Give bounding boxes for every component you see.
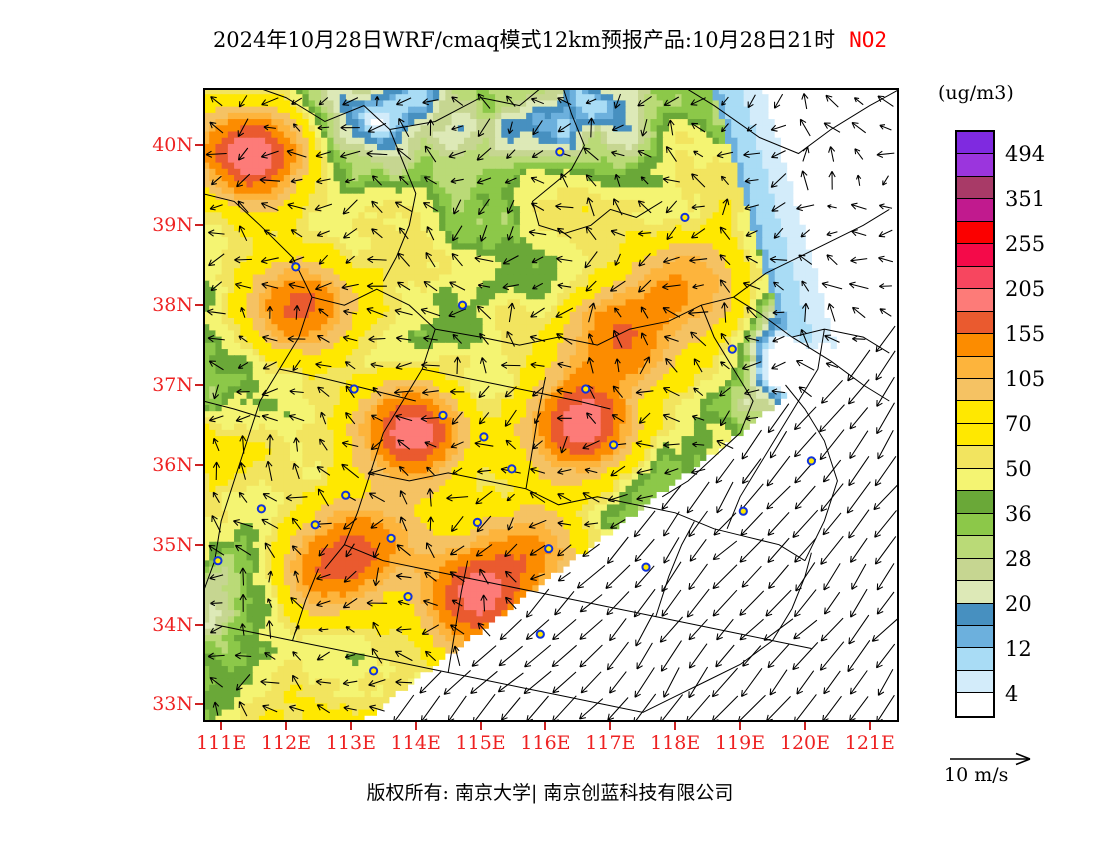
species-label: NO2 <box>849 28 888 52</box>
colorbar-tick-label: 50 <box>1005 456 1032 481</box>
y-axis-tick-mark <box>195 703 203 706</box>
colorbar-cell <box>957 221 993 245</box>
title-text: 2024年10月28日WRF/cmaq模式12km预报产品:10月28日21时 <box>212 28 836 52</box>
colorbar-cell <box>957 244 993 267</box>
y-axis-tick-mark <box>195 543 203 546</box>
y-axis-tick-label: 33N <box>152 693 193 716</box>
colorbar-cell <box>957 603 993 626</box>
x-axis-tick-label: 111E <box>196 732 247 754</box>
colorbar-cell <box>957 468 993 492</box>
y-axis-tick-label: 37N <box>152 374 193 397</box>
colorbar-cell <box>957 581 993 604</box>
y-axis-tick-label: 35N <box>152 533 193 556</box>
y-axis-tick-label: 36N <box>152 453 193 476</box>
x-axis-tick-label: 112E <box>260 732 312 754</box>
concentration-field <box>203 88 899 722</box>
x-axis-tick-label: 115E <box>455 732 506 754</box>
x-axis-tick-label: 113E <box>325 732 376 754</box>
colorbar-cell <box>957 491 993 514</box>
map-plot-area <box>203 88 899 722</box>
colorbar-cell <box>957 289 993 312</box>
colorbar-tick-label: 28 <box>1005 546 1032 571</box>
colorbar-tick-label: 105 <box>1005 367 1046 392</box>
x-axis-tick-label: 116E <box>520 732 571 754</box>
x-axis-tick-label: 118E <box>650 732 701 754</box>
x-axis-tick-mark <box>349 722 352 730</box>
colorbar-cell <box>957 334 993 357</box>
y-axis-tick-mark <box>195 224 203 227</box>
y-axis-tick-mark <box>195 304 203 307</box>
colorbar-cell <box>957 154 993 177</box>
concentration-map <box>203 88 899 722</box>
colorbar-tick-label: 20 <box>1005 591 1032 616</box>
colorbar-cell <box>957 356 993 379</box>
x-axis-tick-mark <box>803 722 806 730</box>
wind-vectors <box>205 93 899 722</box>
copyright-footer: 版权所有: 南京大学| 南京创蓝科技有限公司 <box>366 782 734 804</box>
colorbar-cell <box>957 693 993 716</box>
x-axis-tick-label: 114E <box>390 732 441 754</box>
y-axis-tick-mark <box>195 384 203 387</box>
y-axis-tick-mark <box>195 144 203 147</box>
x-axis-tick-mark <box>414 722 417 730</box>
colorbar-cell <box>957 199 993 222</box>
colorbar-cell <box>957 648 993 671</box>
colorbar-cell <box>957 378 993 402</box>
wind-scale-label: 10 m/s <box>944 764 1009 786</box>
colorbar-tick-label: 155 <box>1005 322 1046 347</box>
colorbar-cell <box>957 423 993 447</box>
x-axis-tick-label: 119E <box>715 732 766 754</box>
y-axis-tick-label: 34N <box>152 613 193 636</box>
x-axis-tick-mark <box>609 722 612 730</box>
x-axis-tick-mark <box>220 722 223 730</box>
x-axis-tick-mark <box>544 722 547 730</box>
colorbar-cell <box>957 625 993 649</box>
colorbar-cell <box>957 132 993 155</box>
colorbar-tick-label: 70 <box>1005 412 1032 436</box>
x-axis-tick-mark <box>285 722 288 730</box>
colorbar-cell <box>957 311 993 335</box>
colorbar-tick-label: 351 <box>1005 187 1046 212</box>
colorbar-cell <box>957 266 993 290</box>
colorbar-cell <box>957 176 993 200</box>
x-axis-tick-label: 117E <box>585 732 636 754</box>
x-axis-tick-mark <box>868 722 871 730</box>
x-axis-tick-mark <box>739 722 742 730</box>
colorbar-cell <box>957 536 993 559</box>
colorbar-cell <box>957 513 993 537</box>
x-axis-tick-mark <box>674 722 677 730</box>
colorbar-tick-label: 4 <box>1005 681 1019 706</box>
colorbar-tick-label: 36 <box>1005 501 1032 526</box>
y-axis-tick-label: 38N <box>152 294 193 317</box>
colorbar-cell <box>957 558 993 582</box>
wind-scale-arrow-icon <box>950 752 1031 766</box>
colorbar-cell <box>957 670 993 694</box>
y-axis-tick-label: 40N <box>152 134 193 157</box>
colorbar-tick-label: 205 <box>1005 277 1046 302</box>
colorbar-unit-label: (ug/m3) <box>938 82 1014 104</box>
city-markers <box>213 147 817 676</box>
x-axis-tick-mark <box>479 722 482 730</box>
y-axis-tick-label: 39N <box>152 214 193 237</box>
colorbar-cell <box>957 446 993 469</box>
colorbar-tick-label: 494 <box>1005 142 1046 167</box>
colorbar-cell <box>957 401 993 424</box>
colorbar-tick-label: 12 <box>1005 636 1032 661</box>
colorbar <box>955 130 995 718</box>
x-axis-tick-label: 121E <box>844 732 895 754</box>
y-axis-tick-mark <box>195 623 203 626</box>
page-title: 2024年10月28日WRF/cmaq模式12km预报产品:10月28日21时 N… <box>0 24 1100 54</box>
y-axis-tick-mark <box>195 463 203 466</box>
x-axis-tick-label: 120E <box>779 732 831 754</box>
colorbar-tick-label: 255 <box>1005 232 1046 257</box>
